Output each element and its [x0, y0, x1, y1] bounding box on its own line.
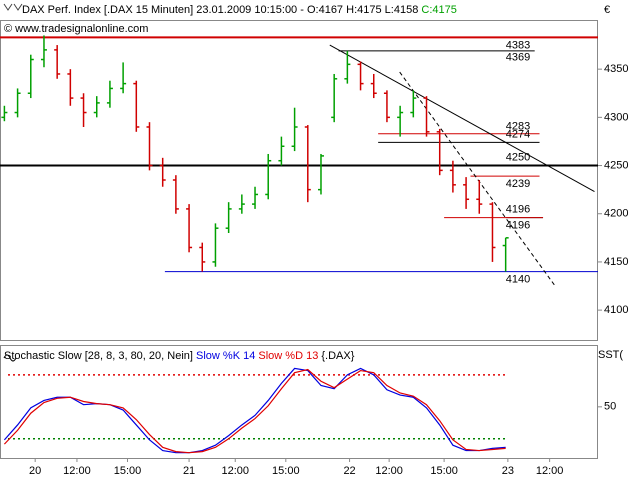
x-tick-label: 12:00 — [63, 465, 91, 477]
quote-high: H:4175 — [346, 4, 381, 16]
header-icon — [3, 3, 23, 11]
indicator-header: Stochastic Slow [28, 8, 3, 80, 20, Nein]… — [4, 350, 355, 362]
x-tick-label: 20 — [29, 465, 41, 477]
source: © www.tradesignalonline.com — [4, 23, 148, 35]
x-tick-label: 15:00 — [114, 465, 142, 477]
line-label: 4383 — [506, 39, 530, 51]
y-tick-label: 50 — [604, 401, 616, 413]
x-tick-label: 12:00 — [536, 465, 564, 477]
y-tick-label: 4100 — [604, 304, 628, 316]
header: DAX Perf. Index [.DAX 15 Minuten] 23.01.… — [22, 4, 457, 16]
x-tick-label: 22 — [343, 465, 355, 477]
line-label: 4250 — [506, 151, 530, 163]
line-label: 4196 — [506, 219, 530, 231]
indicator-line — [3, 368, 506, 454]
line-label: 4140 — [506, 273, 530, 285]
y-tick-label: 4200 — [604, 208, 628, 220]
x-tick-label: 21 — [183, 465, 195, 477]
y-tick-label: 4350 — [604, 63, 628, 75]
y-tick-label: 4300 — [604, 111, 628, 123]
line-label: 4283 — [506, 121, 530, 133]
indicator-panel — [0, 345, 598, 459]
trend-line — [399, 71, 555, 286]
legend-entry: Slow %D 13 — [258, 350, 318, 362]
legend-entry: Slow %K 14 — [196, 350, 255, 362]
y-tick-label: 4150 — [604, 256, 628, 268]
quote-low: L:4158 — [385, 4, 419, 16]
x-tick-label: 23 — [502, 465, 514, 477]
indicator-title: Stochastic Slow [28, 8, 3, 80, 20, Nein] — [4, 350, 193, 362]
quote-open: O:4167 — [307, 4, 343, 16]
currency: € — [604, 4, 610, 16]
y-tick-label: 4250 — [604, 159, 628, 171]
line-label: 4274 — [506, 128, 530, 140]
x-tick-label: 12:00 — [375, 465, 403, 477]
x-tick-label: 12:00 — [221, 465, 249, 477]
main-panel — [0, 20, 598, 341]
line-label: 4239 — [506, 178, 530, 190]
x-tick-label: 15:00 — [272, 465, 300, 477]
x-tick-label: 15:00 — [430, 465, 458, 477]
indicator-line — [3, 367, 506, 454]
line-label: 4369 — [506, 52, 530, 64]
indicator-axis-label: SST( — [598, 349, 623, 361]
trend-line — [329, 44, 595, 193]
indicator-suffix: {.DAX} — [321, 350, 354, 362]
line-label: 4196 — [506, 203, 530, 215]
chart-title: DAX Perf. Index [.DAX 15 Minuten] 23.01.… — [22, 4, 304, 16]
quote-close: C:4175 — [421, 4, 456, 16]
indicator-icon — [3, 354, 17, 362]
